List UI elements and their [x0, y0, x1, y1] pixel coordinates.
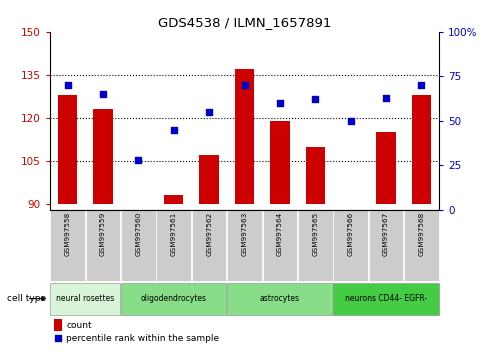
Point: [347, 118, 355, 124]
Point: [134, 157, 142, 163]
Bar: [227, 282, 332, 315]
Text: GSM997568: GSM997568: [419, 212, 425, 256]
Text: GSM997565: GSM997565: [312, 212, 318, 256]
Point: [54, 336, 62, 341]
Text: neurons CD44- EGFR-: neurons CD44- EGFR-: [345, 294, 427, 303]
Bar: [412, 95, 431, 204]
Bar: [235, 69, 254, 204]
Point: [99, 91, 107, 97]
Bar: [58, 95, 77, 204]
Bar: [157, 210, 191, 281]
Bar: [121, 210, 156, 281]
Text: GSM997566: GSM997566: [348, 212, 354, 256]
Text: percentile rank within the sample: percentile rank within the sample: [66, 334, 220, 343]
Point: [63, 82, 71, 88]
Point: [170, 127, 178, 132]
Point: [205, 109, 213, 115]
Bar: [50, 210, 85, 281]
Text: GSM997564: GSM997564: [277, 212, 283, 256]
Text: neural rosettes: neural rosettes: [56, 294, 114, 303]
Text: GSM997562: GSM997562: [206, 212, 212, 256]
Title: GDS4538 / ILMN_1657891: GDS4538 / ILMN_1657891: [158, 16, 331, 29]
Text: GSM997563: GSM997563: [242, 212, 248, 256]
Bar: [333, 210, 368, 281]
Bar: [164, 195, 184, 204]
Text: GSM997561: GSM997561: [171, 212, 177, 256]
Bar: [200, 155, 219, 204]
Bar: [86, 210, 120, 281]
Text: astrocytes: astrocytes: [260, 294, 300, 303]
Bar: [404, 210, 439, 281]
Text: GSM997567: GSM997567: [383, 212, 389, 256]
Bar: [270, 121, 289, 204]
Bar: [192, 210, 227, 281]
Point: [382, 95, 390, 101]
Text: cell type: cell type: [7, 294, 46, 303]
Point: [311, 97, 319, 102]
Text: GSM997559: GSM997559: [100, 212, 106, 256]
Text: count: count: [66, 321, 92, 330]
Bar: [376, 132, 396, 204]
Bar: [298, 210, 332, 281]
Point: [276, 100, 284, 106]
Bar: [369, 210, 403, 281]
Text: oligodendrocytes: oligodendrocytes: [141, 294, 207, 303]
Bar: [262, 210, 297, 281]
Point: [418, 82, 426, 88]
Bar: [333, 282, 439, 315]
Bar: [50, 282, 120, 315]
Bar: [93, 109, 113, 204]
Bar: [305, 147, 325, 204]
Text: GSM997560: GSM997560: [135, 212, 141, 256]
Bar: [121, 282, 227, 315]
Text: GSM997558: GSM997558: [64, 212, 70, 256]
Bar: [54, 319, 62, 331]
Point: [241, 82, 249, 88]
Bar: [227, 210, 262, 281]
